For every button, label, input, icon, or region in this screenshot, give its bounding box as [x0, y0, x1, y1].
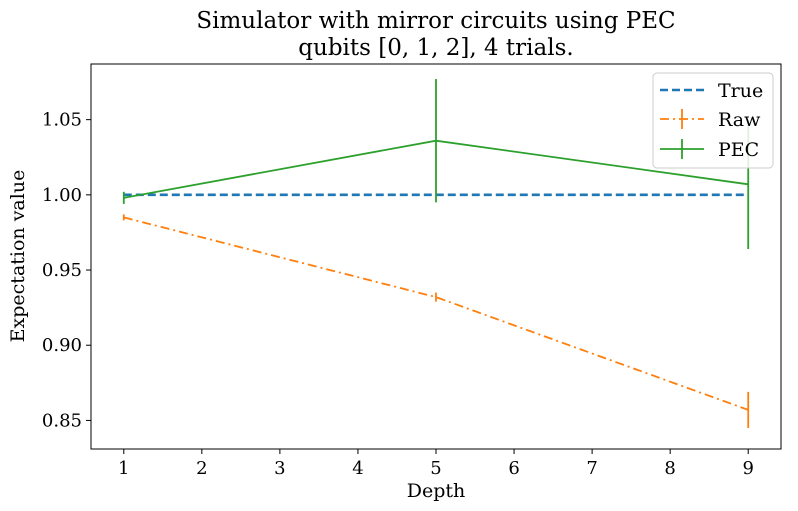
x-tick-label: 5	[430, 458, 441, 479]
y-tick-label: 0.85	[42, 410, 82, 431]
y-tick-label: 0.95	[42, 260, 82, 281]
y-tick-label: 1.05	[42, 110, 82, 131]
x-tick-label: 7	[586, 458, 597, 479]
x-tick-label: 8	[664, 458, 675, 479]
y-axis-ticks: 0.85 0.90 0.95 1.00 1.05	[42, 110, 91, 431]
legend-label-raw: Raw	[718, 109, 761, 131]
x-tick-label: 2	[196, 458, 207, 479]
y-tick-label: 0.90	[42, 335, 82, 356]
x-tick-label: 4	[352, 458, 363, 479]
legend-box	[652, 72, 774, 169]
x-tick-label: 6	[508, 458, 519, 479]
y-tick-label: 1.00	[42, 185, 82, 206]
x-tick-label: 1	[118, 458, 129, 479]
legend: True Raw PEC	[652, 72, 774, 169]
x-axis-ticks: 1 2 3 4 5 6 7 8 9	[118, 449, 754, 479]
chart-title-line-2: qubits [0, 1, 2], 4 trials.	[298, 35, 573, 61]
x-tick-label: 3	[274, 458, 285, 479]
chart-title-line-1: Simulator with mirror circuits using PEC	[196, 8, 675, 34]
y-axis-label: Expectation value	[7, 170, 29, 343]
series-line-raw	[123, 216, 749, 411]
x-tick-label: 9	[742, 458, 753, 479]
x-axis-label: Depth	[407, 480, 466, 502]
legend-label-pec: PEC	[718, 139, 759, 161]
legend-label-true: True	[718, 80, 763, 102]
